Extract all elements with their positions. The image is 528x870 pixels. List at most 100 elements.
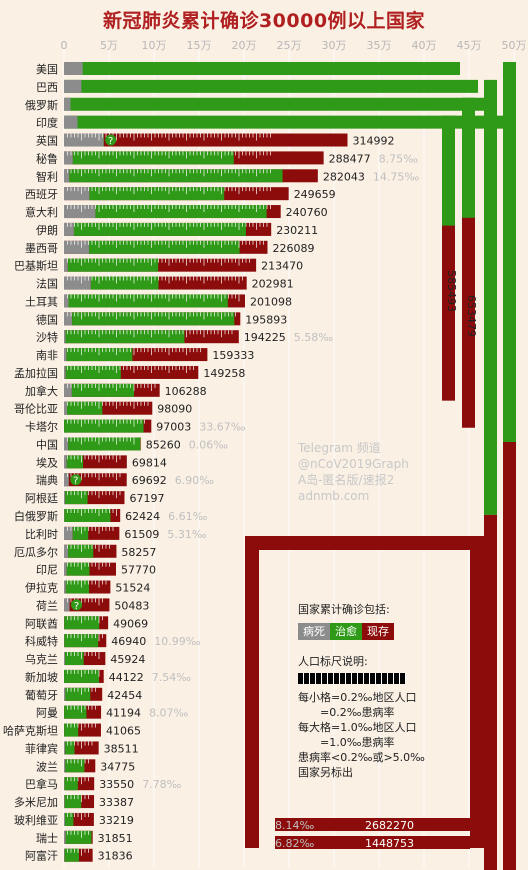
country-label: 巴基斯坦 [14, 259, 58, 273]
country-label: 阿曼 [36, 707, 58, 720]
bar-death [64, 348, 67, 362]
value-label: 33550 [99, 778, 134, 791]
scale-heading: 人口标尺说明: [298, 655, 368, 668]
country-label: 英国 [36, 134, 58, 148]
bar-ticks [67, 133, 271, 141]
value-label: 46940 [111, 635, 146, 648]
bar-death [64, 759, 66, 773]
bar-ticks [67, 330, 233, 338]
country-label: 多米尼加 [14, 795, 58, 809]
bar-recovered [71, 383, 135, 397]
value-label: 2682270 [365, 819, 414, 832]
value-label: 41194 [106, 707, 141, 720]
country-label: 卡塔尔 [25, 421, 58, 434]
country-label: 法国 [36, 277, 58, 291]
fold-active [275, 836, 470, 849]
value-label: 201098 [250, 295, 292, 308]
country-label: 厄瓜多尔 [14, 545, 58, 559]
bar-death [64, 687, 66, 701]
bar-death [64, 812, 66, 826]
bar-ticks [67, 830, 89, 838]
country-label: 波兰 [36, 760, 58, 773]
bar-recovered [64, 97, 496, 111]
rate-label: 7.54‰ [152, 671, 191, 684]
value-label: 213470 [261, 260, 303, 273]
country-label: 伊拉克 [25, 581, 58, 595]
country-label: 哥伦比亚 [14, 402, 58, 416]
bar-ticks [67, 795, 89, 803]
bar-death [64, 79, 82, 93]
value-label: 61509 [124, 528, 159, 541]
fold-active [462, 217, 475, 428]
rate-label: 6.82‰ [275, 837, 314, 850]
value-label: 653479 [465, 295, 478, 337]
bar-recovered [72, 312, 235, 326]
country-label: 葡萄牙 [25, 689, 58, 702]
bar-recovered [66, 562, 90, 576]
value-label: 314992 [352, 135, 394, 148]
bar-death [64, 222, 74, 236]
bar-death [64, 526, 73, 540]
legend-items: 病死 治愈 现存 [298, 623, 448, 640]
bar-ticks [67, 276, 243, 284]
country-label: 南非 [36, 349, 58, 362]
bar-ticks [67, 455, 121, 463]
bar-death [64, 544, 69, 558]
bar-death [64, 741, 66, 755]
value-label: 98090 [157, 403, 192, 416]
bar-death [64, 151, 73, 165]
country-label: 西班牙 [25, 188, 58, 201]
fold-active [275, 818, 470, 831]
bar-recovered [68, 437, 141, 451]
bar-recovered [65, 687, 91, 701]
bar-recovered [68, 544, 94, 558]
country-label: 埃及 [36, 455, 58, 469]
bar-death [64, 848, 65, 862]
value-label: 288477 [329, 152, 371, 165]
legend-note: 每大格=1.0‰地区人口 [298, 721, 417, 734]
bar-recovered [65, 741, 75, 755]
bar-death [64, 294, 69, 308]
rate-label: 0.06‰ [189, 438, 228, 451]
bar-death [64, 258, 68, 272]
unknown-recovery-mark: ? [74, 601, 79, 612]
fold-active [484, 514, 497, 870]
bar-death [64, 240, 90, 254]
x-tick-label: 50万 [502, 39, 527, 52]
country-label: 俄罗斯 [25, 99, 58, 112]
country-label: 巴拿马 [25, 777, 58, 791]
watermark: Telegram 频道 @nCoV2019Graph A岛-匿名版/速报2 ad… [298, 440, 409, 504]
bar-ticks [67, 187, 271, 195]
value-label: 45924 [110, 653, 145, 666]
x-tick-label: 0 [61, 39, 68, 52]
legend-note: =1.0‰患病率 [298, 736, 395, 749]
rate-label: 5.58‰ [294, 331, 333, 344]
population-scale-bar [298, 673, 406, 684]
x-tick-label: 35万 [367, 39, 392, 52]
bar-death [64, 491, 66, 505]
value-label: 194225 [244, 331, 286, 344]
bar-ticks [67, 669, 100, 677]
value-label: 62424 [125, 510, 160, 523]
x-tick-label: 5万 [100, 39, 118, 52]
country-label: 智利 [36, 169, 58, 183]
fold-active [245, 536, 259, 848]
legend-recovered: 治愈 [330, 623, 362, 640]
bar-recovered [65, 580, 90, 594]
bar-recovered [64, 795, 82, 809]
legend-note: 患病率<0.2‰或>5.0‰ [298, 751, 425, 764]
bar-ticks [67, 222, 268, 230]
bar-death [64, 455, 67, 469]
country-label: 德国 [36, 312, 58, 326]
country-label: 白俄罗斯 [14, 509, 58, 523]
value-label: 33219 [99, 814, 134, 827]
bar-active [64, 133, 348, 147]
bar-ticks [67, 741, 93, 749]
bar-ticks [67, 812, 89, 820]
value-label: 585493 [445, 270, 458, 312]
bar-recovered [64, 79, 478, 93]
value-label: 41065 [106, 725, 141, 738]
fold-active [470, 550, 484, 848]
country-label: 土耳其 [25, 295, 58, 308]
value-label: 51524 [115, 582, 150, 595]
